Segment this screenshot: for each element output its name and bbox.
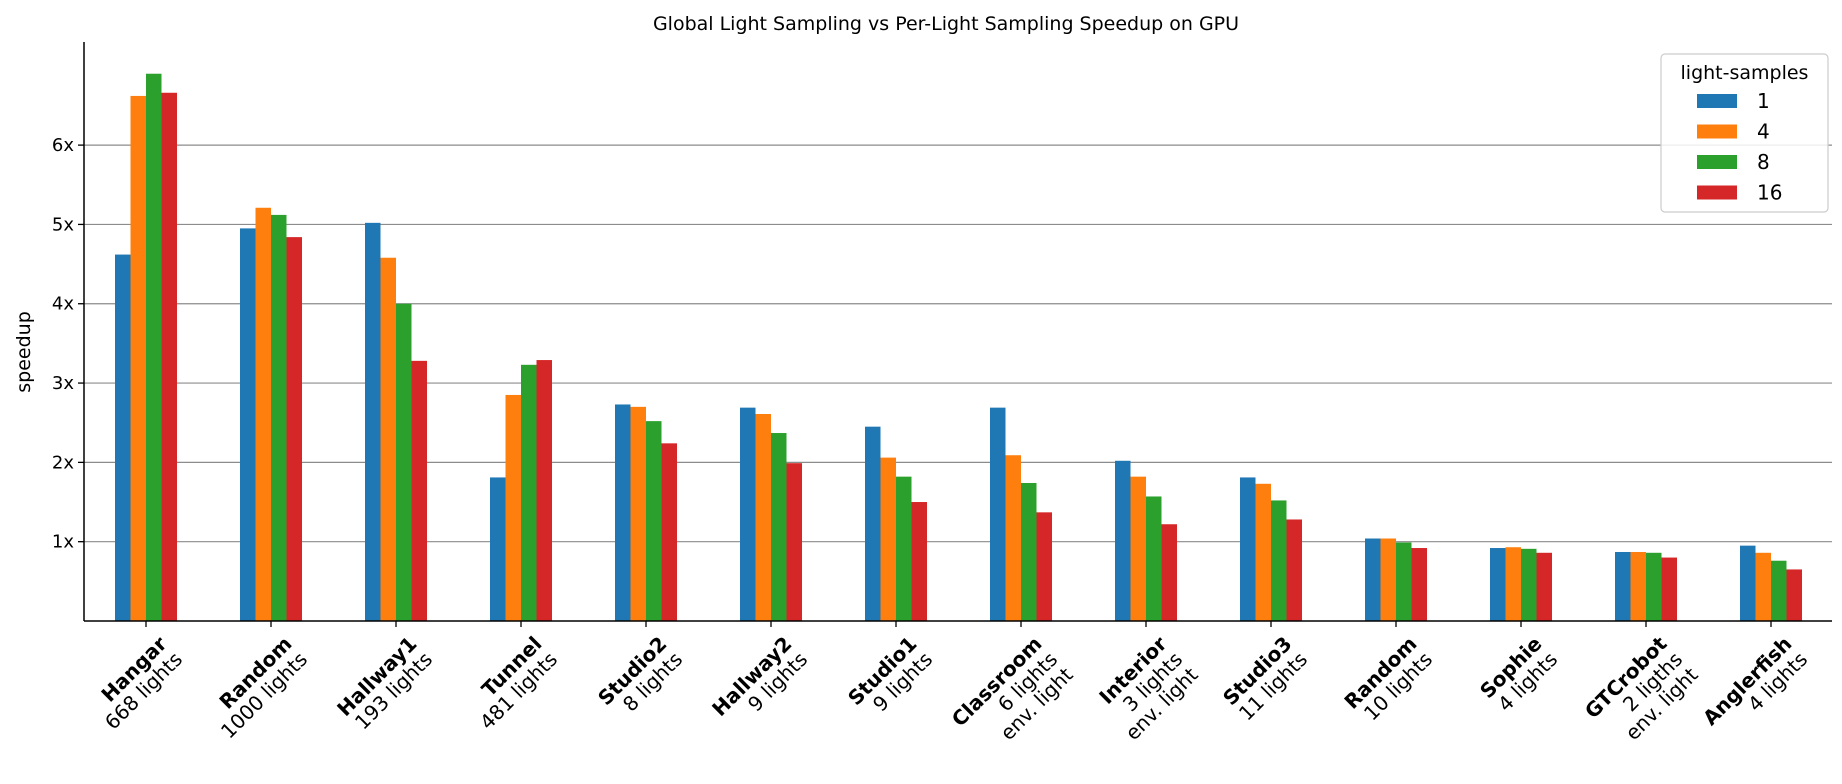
bar bbox=[1130, 476, 1146, 621]
bar bbox=[1536, 552, 1552, 621]
bar bbox=[1771, 560, 1787, 621]
y-tick-label: 2x bbox=[52, 452, 74, 473]
bar bbox=[1146, 496, 1162, 621]
bar bbox=[271, 214, 287, 621]
bar bbox=[161, 92, 177, 621]
bar bbox=[1786, 569, 1802, 621]
bar bbox=[786, 463, 802, 621]
legend-label: 8 bbox=[1757, 150, 1770, 174]
y-tick-label: 1x bbox=[52, 532, 74, 553]
bar bbox=[536, 360, 552, 621]
legend-swatch bbox=[1697, 94, 1737, 108]
bar bbox=[130, 95, 146, 621]
legend-swatch bbox=[1697, 185, 1737, 200]
bar bbox=[755, 413, 771, 621]
bar bbox=[1646, 552, 1662, 621]
bar bbox=[1021, 482, 1037, 621]
bar bbox=[490, 477, 506, 621]
bar bbox=[880, 457, 896, 621]
bar bbox=[740, 407, 756, 621]
bar bbox=[1396, 542, 1412, 621]
y-tick-label: 6x bbox=[52, 135, 74, 156]
bar bbox=[1740, 545, 1756, 621]
bar bbox=[521, 364, 537, 621]
bar bbox=[411, 360, 427, 621]
bar bbox=[865, 426, 881, 621]
bar bbox=[896, 476, 912, 621]
bar bbox=[365, 222, 381, 621]
bar bbox=[615, 404, 631, 621]
gridlines bbox=[84, 144, 1832, 543]
bar bbox=[396, 303, 412, 621]
bar bbox=[1240, 477, 1256, 621]
bar bbox=[630, 406, 646, 621]
bar bbox=[1661, 557, 1677, 621]
y-tick-label: 5x bbox=[52, 214, 74, 235]
bar bbox=[115, 254, 131, 621]
bar bbox=[1490, 548, 1506, 621]
legend-box bbox=[1660, 53, 1829, 213]
bar bbox=[1615, 551, 1631, 621]
legend-label: 4 bbox=[1757, 120, 1770, 144]
bar bbox=[911, 502, 927, 621]
bar bbox=[1005, 455, 1021, 621]
bar bbox=[1286, 519, 1302, 621]
y-ticks: 1x 2x 3x 4x 5x 6x bbox=[52, 135, 84, 553]
bar bbox=[1630, 551, 1646, 621]
bar bbox=[1115, 460, 1131, 621]
bar bbox=[1161, 524, 1177, 621]
legend-swatch bbox=[1697, 124, 1737, 139]
bar bbox=[1365, 538, 1381, 621]
y-tick-label: 3x bbox=[52, 373, 74, 394]
bar bbox=[771, 433, 787, 621]
bar bbox=[646, 421, 662, 621]
bar bbox=[286, 237, 302, 622]
legend: light-samples 1 4 8 16 bbox=[1660, 53, 1829, 213]
chart-title: Global Light Sampling vs Per-Light Sampl… bbox=[653, 13, 1239, 35]
y-tick-label: 4x bbox=[52, 294, 74, 315]
bar bbox=[990, 407, 1006, 621]
bar bbox=[240, 228, 256, 621]
bar bbox=[1271, 500, 1287, 621]
y-axis-label: speedup bbox=[13, 311, 35, 393]
bar bbox=[505, 394, 521, 621]
bar bbox=[255, 207, 271, 621]
bars bbox=[115, 73, 1802, 622]
bar bbox=[146, 73, 162, 622]
bar bbox=[1521, 548, 1537, 621]
bar bbox=[380, 257, 396, 621]
bar bbox=[1411, 548, 1427, 621]
legend-swatch bbox=[1697, 155, 1737, 169]
bar bbox=[661, 443, 677, 621]
legend-label: 16 bbox=[1757, 181, 1782, 205]
legend-label: 1 bbox=[1757, 89, 1770, 113]
legend-title: light-samples bbox=[1681, 62, 1809, 84]
bar bbox=[1505, 547, 1521, 621]
bar bbox=[1755, 552, 1771, 621]
bar bbox=[1036, 512, 1052, 621]
axes bbox=[83, 42, 1832, 622]
bar bbox=[1380, 538, 1396, 621]
bar bbox=[1255, 483, 1271, 621]
